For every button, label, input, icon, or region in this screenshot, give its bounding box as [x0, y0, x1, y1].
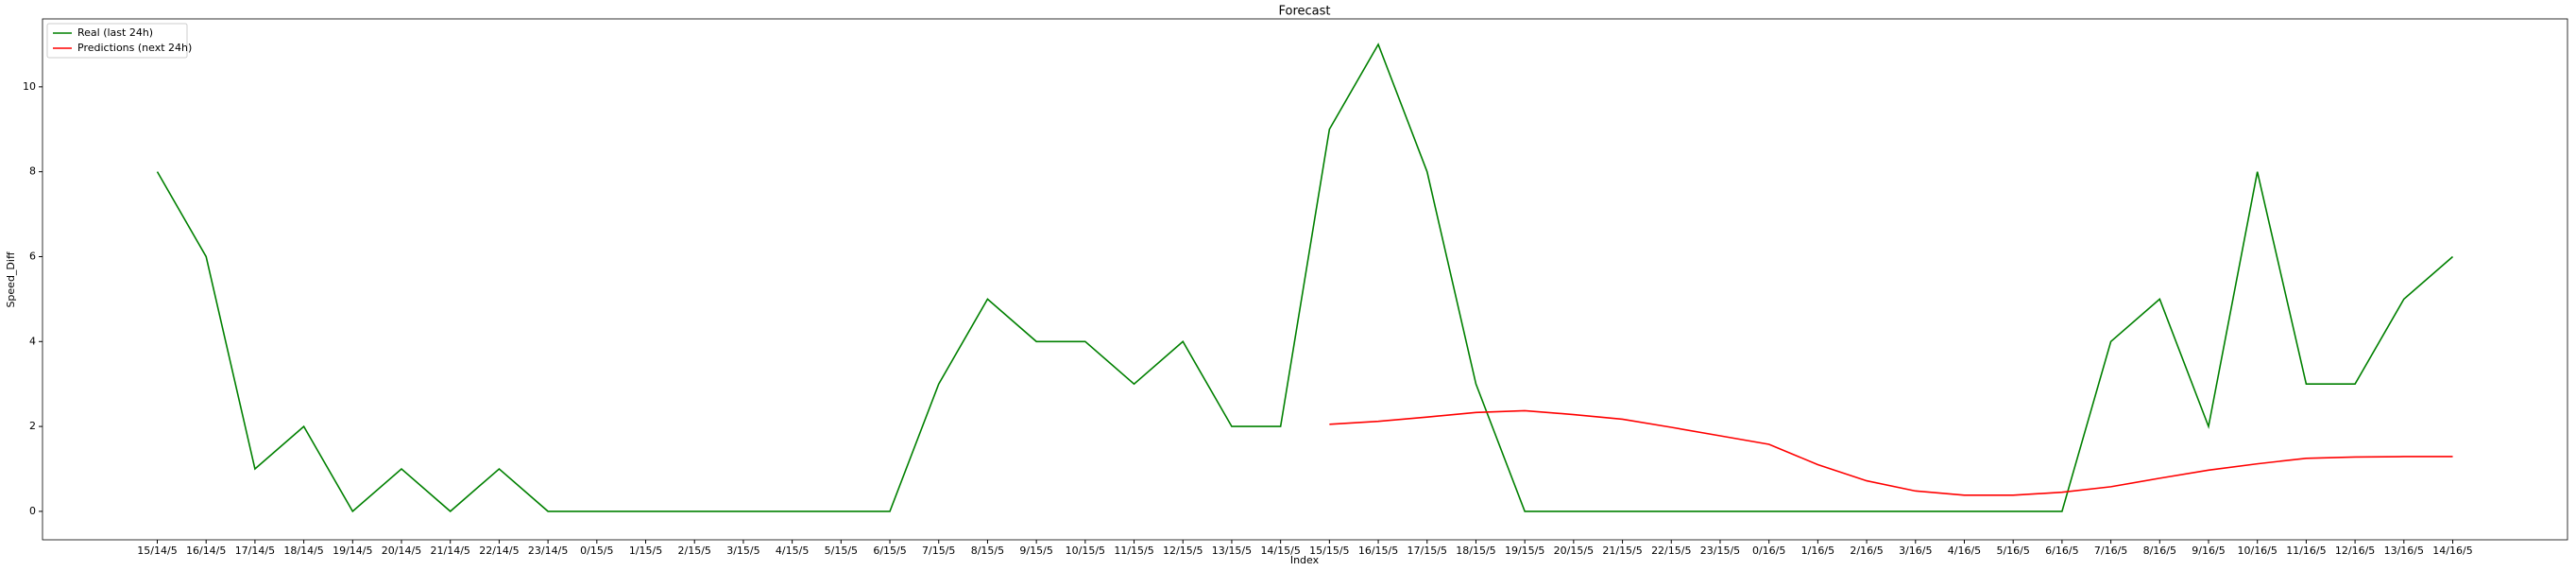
x-tick-label: 6/16/5	[2045, 545, 2078, 557]
x-tick-label: 6/15/5	[873, 545, 906, 557]
x-tick-label: 3/16/5	[1899, 545, 1932, 557]
legend-label: Real (last 24h)	[77, 26, 153, 39]
x-tick-label: 1/15/5	[629, 545, 662, 557]
x-tick-label: 5/16/5	[1996, 545, 2029, 557]
x-tick-label: 22/14/5	[479, 545, 519, 557]
x-tick-label: 11/16/5	[2286, 545, 2326, 557]
x-tick-label: 4/15/5	[776, 545, 809, 557]
x-tick-label: 19/15/5	[1505, 545, 1544, 557]
x-tick-label: 12/16/5	[2335, 545, 2375, 557]
y-tick-label: 8	[29, 165, 36, 178]
legend-box	[46, 23, 188, 59]
x-tick-label: 7/16/5	[2094, 545, 2127, 557]
x-tick-label: 17/15/5	[1407, 545, 1447, 557]
x-tick-label: 19/14/5	[333, 545, 372, 557]
x-tick-label: 20/15/5	[1554, 545, 1594, 557]
x-tick-label: 23/15/5	[1700, 545, 1740, 557]
x-tick-label: 13/15/5	[1212, 545, 1252, 557]
x-tick-label: 9/15/5	[1019, 545, 1052, 557]
series-line	[156, 43, 2454, 513]
x-tick-label: 8/16/5	[2143, 545, 2176, 557]
y-tick-label: 2	[29, 420, 36, 432]
x-tick-label: 5/15/5	[825, 545, 858, 557]
x-tick-label: 22/15/5	[1651, 545, 1691, 557]
x-tick-label: 16/15/5	[1358, 545, 1398, 557]
x-tick-label: 17/14/5	[235, 545, 275, 557]
x-tick-label: 13/16/5	[2384, 545, 2424, 557]
x-tick-label: 12/15/5	[1163, 545, 1203, 557]
y-tick-label: 6	[29, 250, 36, 262]
y-axis-label: Speed_Diff	[5, 251, 17, 308]
x-tick-label: 11/15/5	[1114, 545, 1153, 557]
series-line	[1329, 409, 2453, 496]
x-tick-label: 20/14/5	[382, 545, 421, 557]
x-tick-label: 4/16/5	[1948, 545, 1981, 557]
x-tick-label: 23/14/5	[528, 545, 568, 557]
x-tick-label: 1/16/5	[1801, 545, 1834, 557]
x-tick-label: 14/15/5	[1260, 545, 1300, 557]
y-tick-label: 10	[23, 80, 36, 93]
plot-frame	[42, 18, 2568, 541]
x-tick-label: 18/14/5	[283, 545, 323, 557]
legend-label: Predictions (next 24h)	[77, 42, 192, 54]
x-tick-label: 10/16/5	[2237, 545, 2277, 557]
x-tick-label: 10/15/5	[1066, 545, 1105, 557]
x-tick-label: 16/14/5	[186, 545, 226, 557]
x-tick-label: 14/16/5	[2432, 545, 2472, 557]
x-tick-label: 9/16/5	[2192, 545, 2225, 557]
x-tick-label: 7/15/5	[922, 545, 955, 557]
y-tick-label: 4	[29, 335, 36, 347]
chart-title: Forecast	[1278, 5, 1330, 19]
x-tick-label: 2/16/5	[1850, 545, 1883, 557]
x-tick-label: 2/15/5	[678, 545, 711, 557]
x-tick-label: 15/14/5	[137, 545, 177, 557]
y-tick-label: 0	[29, 505, 36, 517]
x-tick-label: 0/15/5	[580, 545, 613, 557]
x-tick-label: 21/15/5	[1602, 545, 1642, 557]
x-tick-label: 15/15/5	[1309, 545, 1349, 557]
x-axis-label: Index	[1290, 554, 1320, 566]
x-tick-label: 21/14/5	[431, 545, 470, 557]
x-tick-label: 3/15/5	[726, 545, 759, 557]
x-tick-label: 0/16/5	[1752, 545, 1785, 557]
x-tick-label: 8/15/5	[971, 545, 1004, 557]
x-tick-label: 18/15/5	[1456, 545, 1495, 557]
